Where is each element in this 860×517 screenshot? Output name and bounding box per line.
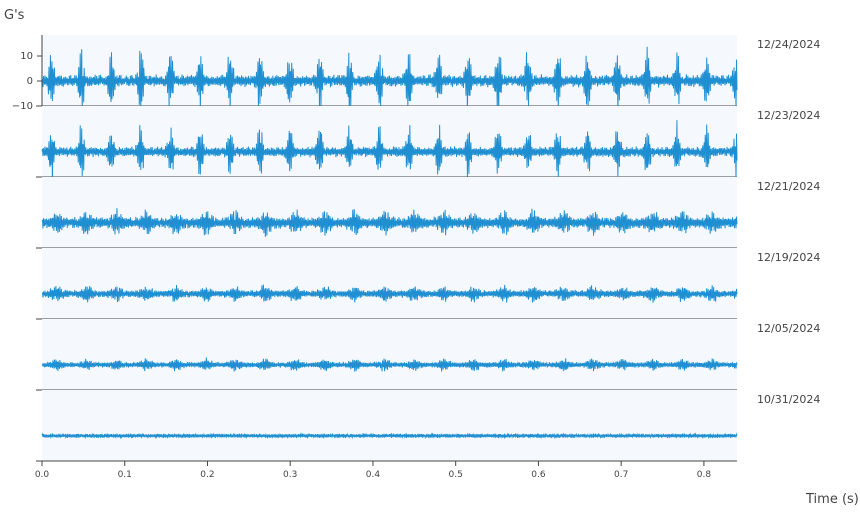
series-line-2 [41,208,738,237]
x-tick-label-1: 0.1 [118,470,132,480]
panel-background-2 [42,177,737,248]
y-tick-label-1: 0 [27,76,33,87]
series-label-5: 10/31/2024 [757,393,820,406]
series-label-0: 12/24/2024 [757,38,820,51]
x-tick-label-6: 0.6 [531,470,546,480]
x-tick-label-5: 0.5 [449,470,463,480]
x-tick-label-2: 0.2 [200,470,214,480]
series-line-5 [41,432,738,440]
panel-background-0 [42,35,737,106]
series-line-0 [41,46,738,115]
y-tick-label-0: 10 [20,51,33,62]
x-tick-label-4: 0.4 [366,470,381,480]
series-line-4 [41,357,738,372]
series-label-2: 12/21/2024 [757,180,820,193]
series-line-1 [41,120,738,182]
series-label-3: 12/19/2024 [757,251,820,264]
series-label-1: 12/23/2024 [757,109,820,122]
y-tick-label-2: −10 [12,101,33,112]
panel-background-4 [42,319,737,390]
y-axis-title: G's [4,8,25,23]
x-tick-label-7: 0.7 [614,470,628,480]
panel-background-3 [42,248,737,319]
x-axis-title: Time (s) [805,492,859,507]
x-tick-label-0: 0.0 [35,470,50,480]
x-tick-label-3: 0.3 [283,470,297,480]
x-tick-label-8: 0.8 [697,470,712,480]
series-label-4: 12/05/2024 [757,322,820,335]
panel-background-5 [42,390,737,461]
series-line-3 [41,284,738,303]
panel-background-1 [42,106,737,177]
